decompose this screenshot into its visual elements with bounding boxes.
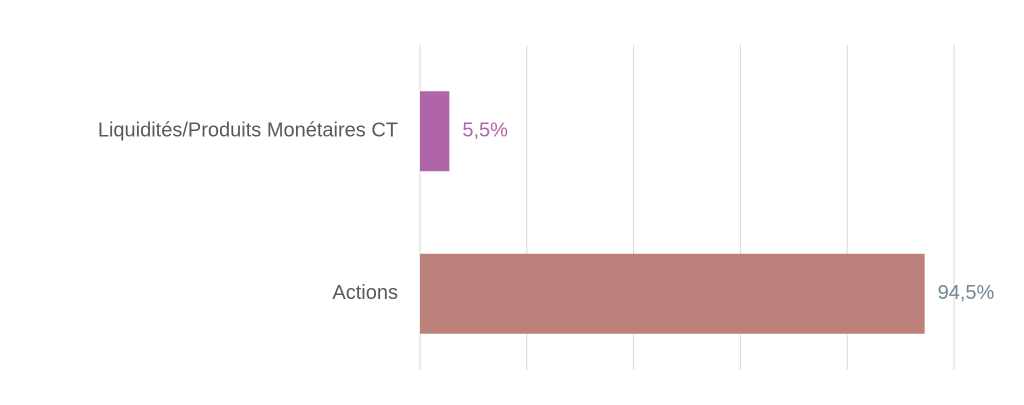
- category-label: Actions: [332, 282, 398, 304]
- bar: [420, 91, 450, 172]
- value-label: 5,5%: [462, 120, 508, 142]
- category-label: Liquidités/Produits Monétaires CT: [98, 120, 398, 142]
- bar: [420, 253, 925, 334]
- value-label: 94,5%: [938, 282, 995, 304]
